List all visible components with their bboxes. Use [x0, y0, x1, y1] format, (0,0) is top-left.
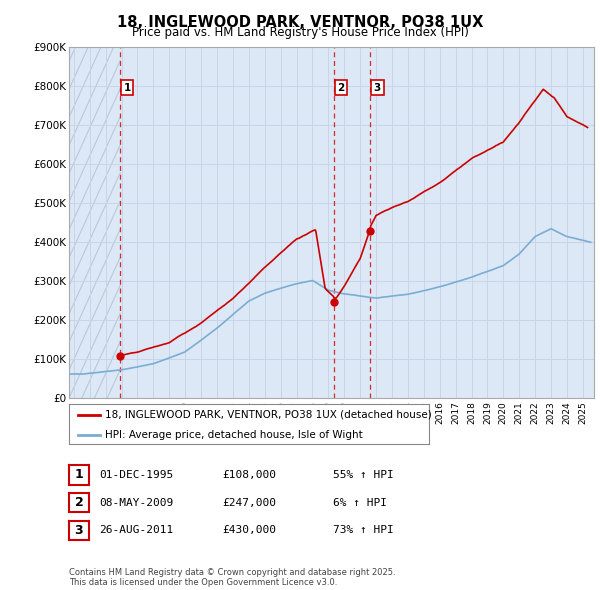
Text: 18, INGLEWOOD PARK, VENTNOR, PO38 1UX: 18, INGLEWOOD PARK, VENTNOR, PO38 1UX: [117, 15, 483, 30]
Text: 6% ↑ HPI: 6% ↑ HPI: [333, 498, 387, 507]
Text: 1: 1: [124, 83, 131, 93]
Text: 2: 2: [337, 83, 344, 93]
Text: £108,000: £108,000: [222, 470, 276, 480]
Text: Contains HM Land Registry data © Crown copyright and database right 2025.
This d: Contains HM Land Registry data © Crown c…: [69, 568, 395, 587]
Text: 2: 2: [74, 496, 83, 509]
Text: 18, INGLEWOOD PARK, VENTNOR, PO38 1UX (detached house): 18, INGLEWOOD PARK, VENTNOR, PO38 1UX (d…: [105, 410, 432, 420]
Text: Price paid vs. HM Land Registry's House Price Index (HPI): Price paid vs. HM Land Registry's House …: [131, 26, 469, 39]
Text: 1: 1: [74, 468, 83, 481]
Text: 55% ↑ HPI: 55% ↑ HPI: [333, 470, 394, 480]
Text: HPI: Average price, detached house, Isle of Wight: HPI: Average price, detached house, Isle…: [105, 430, 363, 440]
Text: 26-AUG-2011: 26-AUG-2011: [99, 526, 173, 535]
Text: 3: 3: [74, 524, 83, 537]
Text: 3: 3: [374, 83, 381, 93]
Text: £247,000: £247,000: [222, 498, 276, 507]
Text: 08-MAY-2009: 08-MAY-2009: [99, 498, 173, 507]
Text: 01-DEC-1995: 01-DEC-1995: [99, 470, 173, 480]
Text: £430,000: £430,000: [222, 526, 276, 535]
Polygon shape: [69, 47, 120, 398]
Text: 73% ↑ HPI: 73% ↑ HPI: [333, 526, 394, 535]
